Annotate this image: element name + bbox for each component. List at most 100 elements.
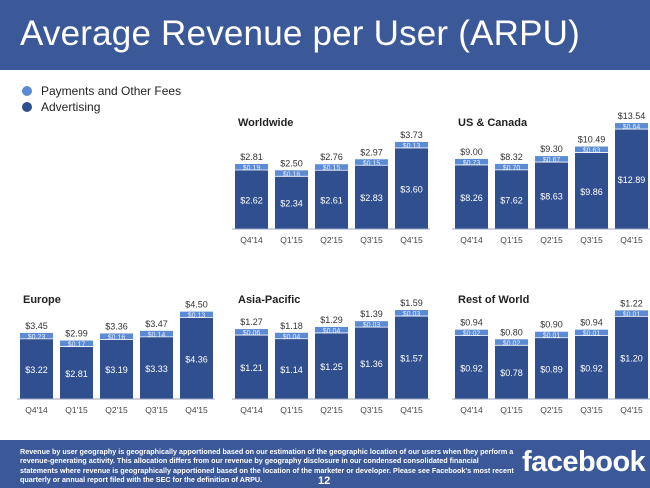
bar-advertising [615, 129, 648, 229]
bar-payments [535, 331, 568, 338]
tick-label: Q2'15 [320, 405, 343, 415]
tick-label: Q3'15 [145, 405, 168, 415]
bar-advertising [235, 335, 268, 399]
bar-payments [395, 310, 428, 317]
bar-advertising [140, 336, 173, 399]
bar-advertising [495, 345, 528, 399]
bar-payments [495, 339, 528, 346]
bar-advertising [355, 327, 388, 399]
data-label-advertising: $2.83 [360, 193, 383, 203]
page-number: 12 [318, 475, 331, 487]
bar-payments [615, 123, 648, 130]
bar-payments [575, 146, 608, 153]
chart-title-us-canada: US & Canada [458, 117, 528, 129]
data-label-advertising: $9.86 [580, 187, 603, 197]
data-label-payments: $0.15 [363, 160, 381, 167]
data-label-total: $0.80 [500, 327, 523, 337]
data-label-total: $3.36 [105, 321, 128, 331]
tick-label: Q3'15 [580, 405, 603, 415]
data-label-advertising: $2.61 [320, 196, 343, 206]
tick-label: Q2'15 [320, 235, 343, 245]
chart-title-asia-pacific: Asia-Pacific [238, 294, 300, 306]
bar-advertising [275, 338, 308, 399]
bar-payments [275, 170, 308, 177]
data-label-total: $1.18 [280, 321, 303, 331]
data-label-advertising: $1.57 [400, 354, 423, 364]
data-label-payments: $0.02 [503, 340, 521, 347]
tick-label: Q2'15 [105, 405, 128, 415]
tick-label: Q4'14 [460, 235, 483, 245]
bar-advertising [455, 164, 488, 229]
bar-payments [60, 340, 93, 347]
tick-label: Q3'15 [360, 235, 383, 245]
bar-payments [355, 321, 388, 328]
bar-advertising [575, 152, 608, 229]
bar-advertising [455, 335, 488, 399]
data-label-total: $2.76 [320, 152, 343, 162]
data-label-advertising: $3.22 [25, 365, 48, 375]
tick-label: Q1'15 [280, 235, 303, 245]
data-label-total: $10.49 [578, 135, 606, 145]
data-label-total: $1.39 [360, 309, 383, 319]
data-label-total: $0.90 [540, 320, 563, 330]
chart-title-europe: Europe [23, 294, 61, 306]
legend-swatch-payments [22, 86, 32, 96]
bar-advertising [395, 147, 428, 229]
data-label-total: $2.97 [360, 147, 383, 157]
data-label-total: $1.29 [320, 315, 343, 325]
data-label-payments: $0.14 [148, 332, 166, 339]
data-label-advertising: $1.21 [240, 363, 263, 373]
data-label-payments: $0.04 [323, 328, 341, 335]
data-label-payments: $0.01 [583, 331, 601, 338]
bar-payments [315, 164, 348, 171]
bar-payments [455, 158, 488, 165]
bar-advertising [60, 346, 93, 399]
data-label-total: $2.50 [280, 158, 303, 168]
legend-label-payments: Payments and Other Fees [41, 84, 182, 98]
data-label-payments: $0.13 [188, 313, 206, 320]
data-label-payments: $0.15 [323, 165, 341, 172]
data-label-total: $3.73 [400, 130, 423, 140]
bar-advertising [315, 332, 348, 399]
data-label-total: $1.59 [400, 298, 423, 308]
bar-advertising [315, 170, 348, 229]
data-label-total: $8.32 [500, 152, 523, 162]
bar-advertising [535, 337, 568, 399]
data-label-total: $9.30 [540, 144, 563, 154]
tick-label: Q4'14 [240, 235, 263, 245]
bar-payments [575, 329, 608, 336]
data-label-advertising: $1.14 [280, 365, 303, 375]
bar-advertising [180, 317, 213, 399]
data-label-payments: $0.64 [623, 124, 641, 131]
tick-label: Q4'15 [620, 405, 643, 415]
bar-payments [275, 332, 308, 339]
footer-bar [0, 440, 650, 488]
data-label-advertising: $1.20 [620, 354, 643, 364]
tick-label: Q4'15 [400, 235, 423, 245]
data-label-advertising: $3.60 [400, 184, 423, 194]
footnote: Revenue by user geography is geographica… [20, 447, 514, 484]
data-label-payments: $0.16 [283, 171, 301, 178]
data-label-total: $1.22 [620, 298, 643, 308]
bar-advertising [275, 176, 308, 229]
bar-payments [100, 333, 133, 340]
data-label-total: $2.81 [240, 152, 263, 162]
data-label-advertising: $8.63 [540, 192, 563, 202]
bar-payments [355, 159, 388, 166]
data-label-payments: $0.01 [543, 333, 561, 340]
bar-payments [20, 332, 53, 339]
bar-payments [315, 326, 348, 333]
page-title: Average Revenue per User (ARPU) [20, 14, 580, 53]
data-label-advertising: $2.34 [280, 199, 303, 209]
tick-label: Q4'14 [25, 405, 48, 415]
data-label-advertising: $3.19 [105, 365, 128, 375]
bar-payments [495, 163, 528, 170]
bar-payments [180, 311, 213, 318]
data-label-advertising: $2.62 [240, 195, 263, 205]
data-label-total: $9.00 [460, 147, 483, 157]
data-label-payments: $0.70 [503, 165, 521, 172]
data-label-total: $3.47 [145, 319, 168, 329]
data-label-total: $0.94 [580, 318, 603, 328]
data-label-payments: $0.01 [623, 311, 641, 318]
chart-title-rest-of-world: Rest of World [458, 294, 529, 306]
